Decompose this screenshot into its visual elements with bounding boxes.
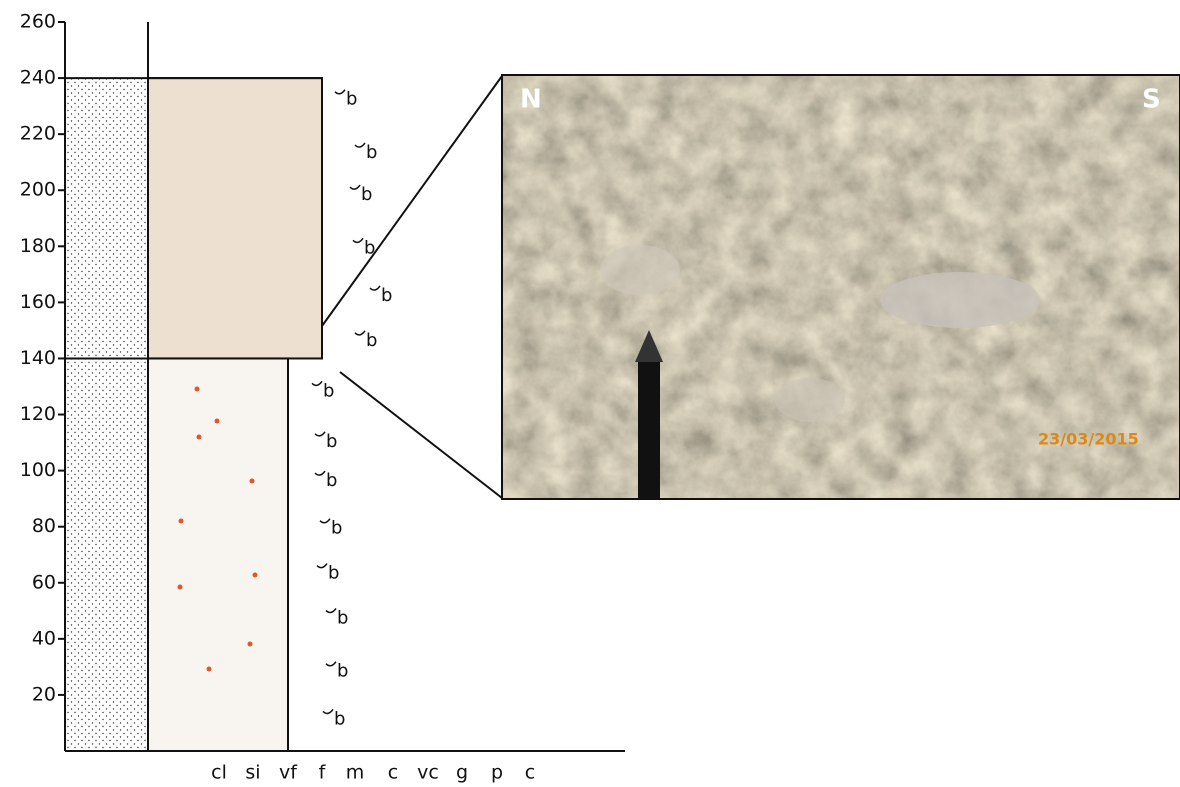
fossil-label: b xyxy=(366,142,377,163)
grain-label: c xyxy=(388,762,398,784)
fossil-symbol xyxy=(353,238,363,242)
grain-label: cl xyxy=(211,762,227,784)
grain-label: m xyxy=(346,762,365,784)
grain-dot xyxy=(253,573,258,578)
photo: N S 23/03/2015 xyxy=(322,75,1180,500)
grain-label: c xyxy=(525,762,535,784)
fossil-symbol xyxy=(315,471,325,475)
fossil-symbol xyxy=(312,381,322,385)
depth-label: 80 xyxy=(32,515,56,537)
grain-dot xyxy=(179,519,184,524)
bed xyxy=(148,78,322,358)
fossil-symbol xyxy=(317,564,327,568)
grain-label: f xyxy=(319,762,327,784)
fossil-symbol xyxy=(335,90,345,94)
fossil-symbol xyxy=(370,286,380,290)
rock-patch xyxy=(600,245,680,295)
figure: 20406080100120140160180200220240260clsiv… xyxy=(0,0,1180,787)
fossil-label: b xyxy=(366,330,377,351)
fossil-label: b xyxy=(326,431,337,452)
depth-label: 240 xyxy=(20,67,56,89)
fossil-label: b xyxy=(381,285,392,306)
grain-label: vc xyxy=(417,762,439,784)
grain-dot xyxy=(197,435,202,440)
grain-dot xyxy=(178,585,183,590)
fossil-symbol xyxy=(355,331,365,335)
fossil-symbol xyxy=(326,662,336,666)
stipple-column xyxy=(65,77,148,751)
fossil-symbol xyxy=(315,432,325,436)
fossil-label: b xyxy=(328,563,339,584)
photo-date: 23/03/2015 xyxy=(1038,430,1139,449)
fossil-label: b xyxy=(337,661,348,682)
bed xyxy=(148,358,288,751)
depth-label: 40 xyxy=(32,627,56,649)
grain-label: si xyxy=(245,762,260,784)
depth-label: 60 xyxy=(32,571,56,593)
photo-label: N xyxy=(520,85,542,115)
fossil-symbol xyxy=(350,185,360,189)
fossil-label: b xyxy=(346,89,357,110)
depth-label: 180 xyxy=(20,235,56,257)
grain-dot xyxy=(207,667,212,672)
fossil-symbol xyxy=(320,519,330,523)
depth-label: 120 xyxy=(20,403,56,425)
depth-label: 20 xyxy=(32,683,56,705)
depth-label: 140 xyxy=(20,347,56,369)
grain-label: p xyxy=(491,762,503,784)
fossil-label: b xyxy=(326,470,337,491)
depth-label: 160 xyxy=(20,291,56,313)
grain-label: vf xyxy=(279,762,298,784)
fossil-label: b xyxy=(361,184,372,205)
photo-label: S xyxy=(1142,85,1161,115)
rock-patch xyxy=(775,378,845,422)
zoom-line xyxy=(340,372,502,498)
fossil-symbol xyxy=(355,143,365,147)
fossil-label: b xyxy=(331,518,342,539)
depth-label: 100 xyxy=(20,459,56,481)
fossil-shell xyxy=(880,272,1040,328)
grain-dot xyxy=(250,479,255,484)
fossil-label: b xyxy=(337,607,348,628)
fossil-label: b xyxy=(334,708,345,729)
grain-dot xyxy=(215,419,220,424)
depth-label: 260 xyxy=(20,11,56,33)
grain-dot xyxy=(195,387,200,392)
fossil-symbol xyxy=(326,608,336,612)
depth-label: 220 xyxy=(20,123,56,145)
fossil-symbol xyxy=(323,709,333,713)
grain-dot xyxy=(248,642,253,647)
grain-label: g xyxy=(456,762,468,784)
depth-label: 200 xyxy=(20,179,56,201)
zoom-line xyxy=(322,76,502,326)
pen xyxy=(638,360,660,500)
fossil-label: b xyxy=(323,380,334,401)
